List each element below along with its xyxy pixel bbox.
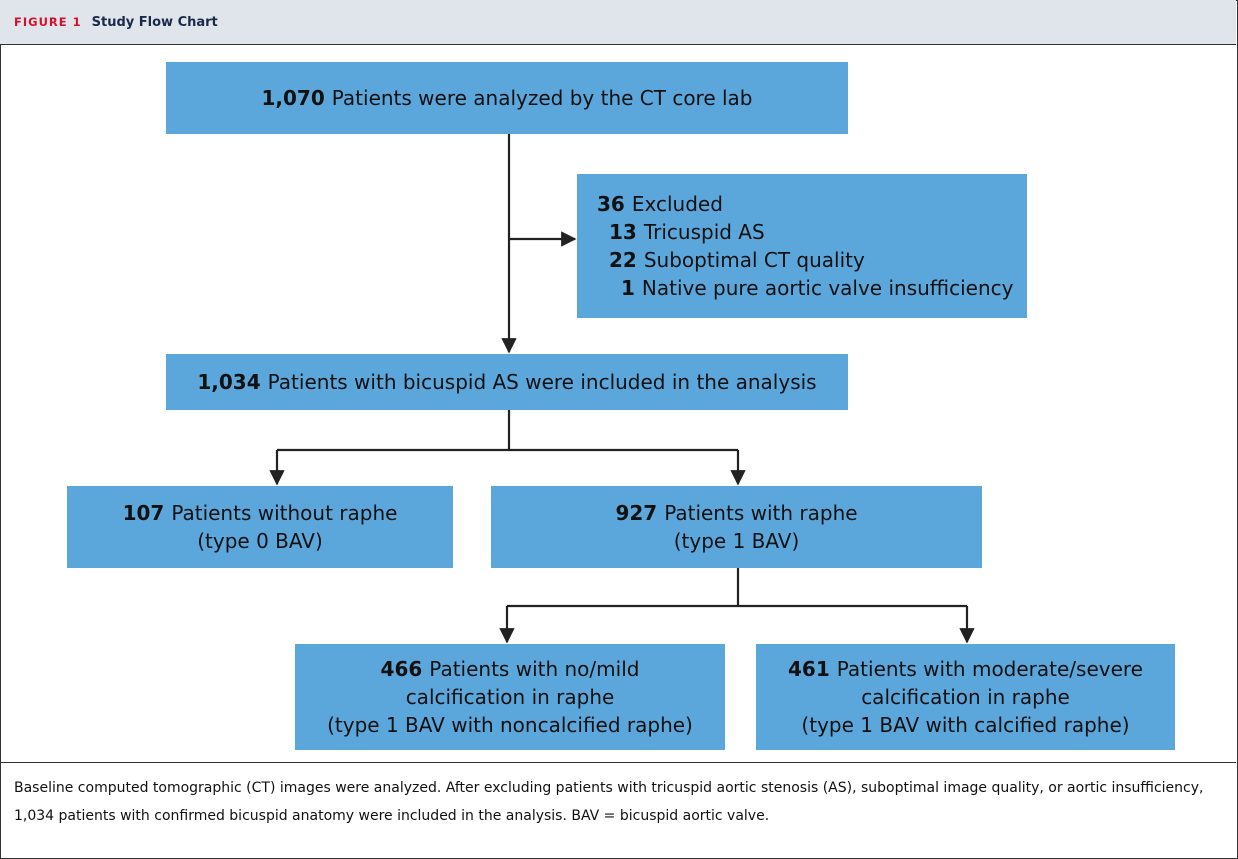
node-text: (type 0 BAV): [197, 529, 323, 553]
node-line: calcification in raphe: [406, 683, 615, 711]
node-text: (type 1 BAV with calcified raphe): [801, 713, 1130, 737]
flow-node: 1,070 Patients were analyzed by the CT co…: [166, 62, 848, 134]
flow-node: 927 Patients with raphe (type 1 BAV): [491, 486, 982, 568]
node-line: 461 Patients with moderate/severe: [788, 655, 1143, 683]
node-text: Tricuspid AS: [643, 220, 765, 244]
node-count: 22: [609, 248, 637, 272]
node-text: Patients with moderate/severe: [836, 657, 1143, 681]
node-count: 461: [788, 657, 830, 681]
flow-node: 466 Patients with no/mild calcification in…: [295, 644, 725, 750]
node-line: 1,070 Patients were analyzed by the CT co…: [261, 84, 752, 112]
node-count: 1: [621, 276, 635, 300]
node-text: Excluded: [631, 192, 723, 216]
node-count: 36: [597, 192, 625, 216]
node-count: 466: [380, 657, 423, 681]
caption: Baseline computed tomographic (CT) image…: [14, 780, 1204, 824]
figure-header: FIGURE 1 Study Flow Chart: [0, 0, 1236, 45]
node-line: 107 Patients without raphe: [123, 499, 398, 527]
node-count: 1,070: [261, 86, 325, 110]
node-text: Patients without raphe: [171, 501, 398, 525]
separator: [0, 762, 1236, 763]
node-text: calcification in raphe: [861, 685, 1070, 709]
node-line: 466 Patients with no/mild: [381, 655, 640, 683]
node-text: Patients with no/mild: [429, 657, 640, 681]
node-line: 1,034 Patients with bicuspid AS were incl…: [197, 368, 816, 396]
node-count: 927: [615, 501, 658, 525]
connectors: [269, 134, 975, 644]
node-line: 36 Excluded: [597, 190, 723, 218]
flow-node: 461 Patients with moderate/severe calcific…: [756, 644, 1175, 750]
node-line: 1 Native pure aortic valve insufficiency: [597, 274, 1014, 302]
node-count: 1,034: [197, 370, 261, 394]
node-text: (type 1 BAV with noncalcified raphe): [327, 713, 693, 737]
node-line: 13 Tricuspid AS: [597, 218, 765, 246]
node-text: Patients were analyzed by the CT core la…: [331, 86, 753, 110]
flow-node: 36 Excluded 13 Tricuspid AS 22 Suboptimal CT …: [577, 174, 1027, 318]
figure-label: FIGURE 1: [14, 15, 82, 29]
node-line: 927 Patients with raphe: [615, 499, 857, 527]
node-text: (type 1 BAV): [673, 529, 800, 553]
node-text: calcification in raphe: [405, 685, 615, 709]
node-line: (type 1 BAV with noncalcified raphe): [327, 711, 693, 739]
node-text: Patients with raphe: [664, 501, 858, 525]
node-line: (type 1 BAV): [674, 527, 800, 555]
node-text: Native pure aortic valve insufficiency: [641, 276, 1014, 300]
node-line: 22 Suboptimal CT quality: [597, 246, 865, 274]
node-line: (type 1 BAV with calcified raphe): [801, 711, 1129, 739]
node-count: 13: [609, 220, 637, 244]
node-text: Suboptimal CT quality: [643, 248, 865, 272]
node-text: Patients with bicuspid AS were included …: [267, 370, 817, 394]
node-line: calcification in raphe: [861, 683, 1070, 711]
figure-title: Study Flow Chart: [91, 14, 218, 30]
node-line: (type 0 BAV): [197, 527, 323, 555]
flow-node: 1,034 Patients with bicuspid AS were incl…: [166, 354, 848, 410]
node-count: 107: [122, 501, 165, 525]
flow-node: 107 Patients without raphe (type 0 BAV): [67, 486, 453, 568]
